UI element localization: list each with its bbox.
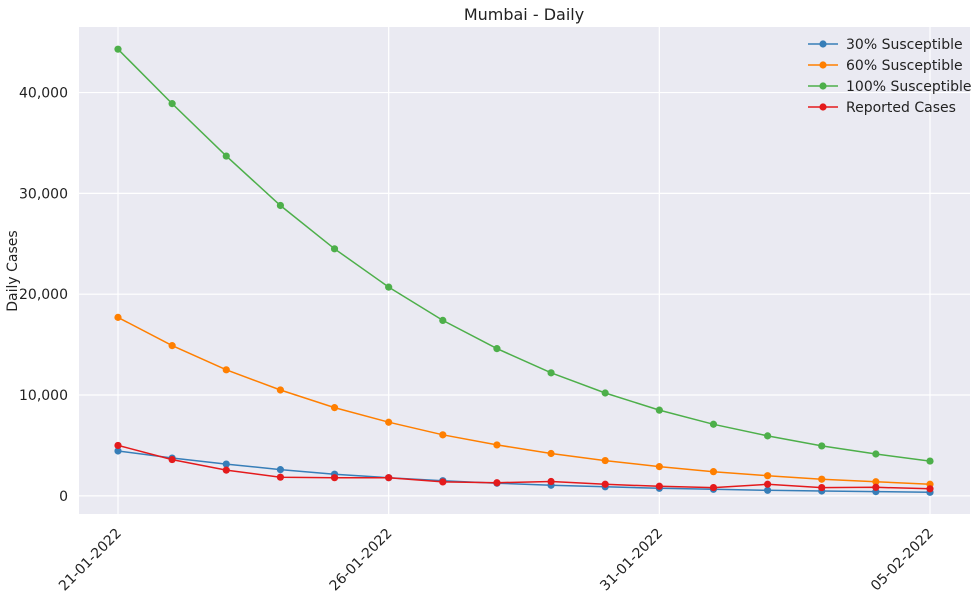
- data-point: [926, 485, 934, 493]
- legend-marker: [819, 40, 827, 48]
- legend-label: 30% Susceptible: [846, 37, 963, 53]
- data-point: [439, 316, 447, 325]
- legend-marker: [819, 103, 827, 111]
- y-tick-label: 0: [59, 489, 68, 505]
- series-100-susceptible: [114, 45, 934, 465]
- data-point: [330, 245, 339, 253]
- data-point: [439, 431, 447, 439]
- legend-item: Reported Cases: [808, 100, 956, 116]
- legend-marker: [819, 82, 827, 90]
- x-tick-label: 21-01-2022: [56, 526, 125, 591]
- y-tick-label: 10,000: [19, 388, 68, 404]
- data-point: [764, 432, 772, 440]
- data-point: [709, 420, 718, 428]
- data-point: [114, 441, 122, 450]
- chart-title: Mumbai - Daily: [464, 5, 584, 24]
- series-line: [117, 316, 931, 486]
- data-point: [764, 480, 772, 488]
- x-tick-label: 31-01-2022: [597, 526, 666, 591]
- legend-label: 60% Susceptible: [846, 58, 963, 74]
- data-point: [385, 418, 393, 426]
- legend-item: 30% Susceptible: [808, 37, 963, 53]
- data-point: [872, 478, 880, 486]
- y-tick-label: 30,000: [19, 186, 68, 202]
- data-point: [709, 468, 718, 476]
- data-point: [114, 313, 122, 321]
- data-point: [222, 460, 230, 468]
- data-point: [493, 441, 501, 449]
- x-ticks: 21-01-2022 26-01-2022 31-01-2022 05-02-2022: [56, 526, 937, 591]
- series-group: [114, 45, 934, 496]
- x-tick-label: 05-02-2022: [868, 526, 937, 591]
- data-point: [818, 483, 826, 492]
- legend-marker: [819, 61, 827, 69]
- legend-label: Reported Cases: [846, 100, 956, 116]
- y-axis-label: Daily Cases: [5, 230, 21, 311]
- data-point: [330, 474, 339, 482]
- data-point: [655, 406, 663, 414]
- x-tick-label: 26-01-2022: [327, 526, 396, 591]
- series-reported-cases: [114, 441, 934, 493]
- y-ticks: 0 10,000 20,000 30,000 40,000: [19, 86, 68, 505]
- data-point: [601, 456, 609, 465]
- data-point: [872, 450, 880, 458]
- data-point: [655, 482, 663, 490]
- data-point: [114, 45, 122, 53]
- data-point: [276, 466, 284, 474]
- data-point: [385, 283, 393, 291]
- data-point: [276, 201, 284, 210]
- data-point: [493, 479, 501, 487]
- data-point: [222, 366, 230, 374]
- data-point: [818, 442, 826, 450]
- data-point: [601, 480, 609, 488]
- data-point: [818, 475, 826, 483]
- data-point: [439, 478, 447, 486]
- grid: [79, 27, 970, 514]
- data-point: [709, 483, 718, 492]
- series-line: [117, 48, 931, 462]
- data-point: [547, 369, 555, 377]
- data-point: [168, 455, 176, 464]
- legend-item: 100% Susceptible: [808, 79, 972, 95]
- data-point: [222, 466, 230, 474]
- data-point: [926, 457, 934, 465]
- legend-label: 100% Susceptible: [846, 79, 972, 95]
- data-point: [222, 152, 230, 160]
- data-point: [655, 463, 663, 471]
- data-point: [330, 404, 339, 412]
- data-point: [547, 449, 555, 458]
- data-point: [764, 486, 772, 494]
- plot-background: [79, 27, 970, 514]
- series-line: [117, 444, 931, 490]
- data-point: [168, 100, 176, 108]
- y-tick-label: 20,000: [19, 287, 68, 303]
- data-point: [276, 473, 284, 481]
- series-60-susceptible: [114, 313, 934, 488]
- data-point: [276, 386, 284, 394]
- data-point: [493, 345, 501, 353]
- series-line: [117, 450, 931, 494]
- data-point: [168, 342, 176, 350]
- data-point: [872, 483, 880, 491]
- data-point: [385, 474, 393, 482]
- legend: 30% Susceptible 60% Susceptible 100% Susce…: [808, 37, 972, 116]
- data-point: [601, 389, 609, 397]
- legend-item: 60% Susceptible: [808, 58, 963, 74]
- data-point: [764, 472, 772, 480]
- data-point: [114, 447, 122, 455]
- data-point: [547, 477, 555, 486]
- y-tick-label: 40,000: [19, 86, 68, 102]
